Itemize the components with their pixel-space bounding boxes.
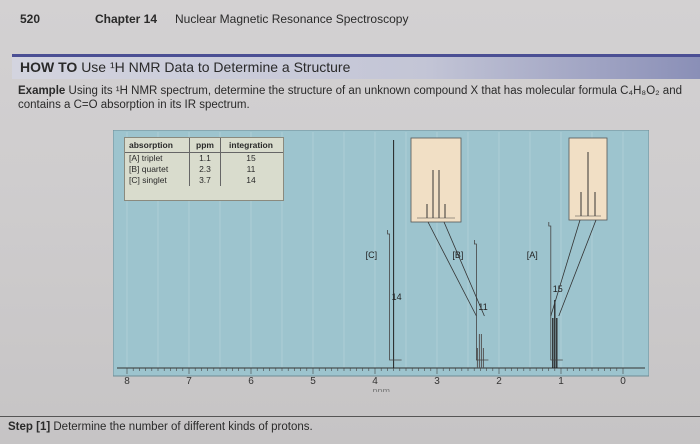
peak-label: [A] xyxy=(527,250,538,260)
x-tick-label: 6 xyxy=(248,376,254,387)
table-cell: 2.3 xyxy=(190,164,221,175)
integral-trace xyxy=(548,222,563,361)
table-cell: 15 xyxy=(246,153,256,163)
howto-title: Use ¹H NMR Data to Determine a Structure xyxy=(81,59,351,75)
triplet-inset-pointer xyxy=(550,219,581,317)
howto-banner: HOW TO Use ¹H NMR Data to Determine a St… xyxy=(12,54,700,79)
x-tick-label: 1 xyxy=(558,376,564,387)
table-row: [C] singlet 3.7 14 xyxy=(125,175,283,186)
table-cell: 1.1 xyxy=(190,153,221,164)
example-paragraph: Example Using its ¹H NMR spectrum, deter… xyxy=(18,84,688,112)
x-tick-label: 3 xyxy=(434,376,440,387)
table-header: absorption ppm integration xyxy=(125,138,283,153)
quartet-inset xyxy=(410,137,462,223)
howto-label: HOW TO xyxy=(20,59,78,75)
step-label: Step [1] xyxy=(8,421,51,433)
chapter-label: Chapter 14 xyxy=(95,12,158,26)
triplet-inset-pointer xyxy=(558,219,597,317)
table-header-cell: integration xyxy=(229,140,273,150)
integral-label: 11 xyxy=(478,302,487,312)
example-text: Using its ¹H NMR spectrum, determine the… xyxy=(18,85,682,111)
integral-label: 15 xyxy=(553,284,563,294)
peak-label: [C] xyxy=(366,250,378,260)
step-text: Determine the number of different kinds … xyxy=(53,421,313,433)
absorption-table: absorption ppm integration [A] triplet 1… xyxy=(124,137,284,201)
quartet-inset-pointer xyxy=(443,221,485,317)
table-row: [A] triplet 1.1 15 xyxy=(125,153,283,164)
table-cell: [C] singlet xyxy=(125,175,190,186)
example-label: Example xyxy=(18,85,66,97)
table-cell: 14 xyxy=(246,175,256,185)
table-cell: 3.7 xyxy=(190,175,221,186)
x-tick-label: 4 xyxy=(372,376,378,387)
integral-label: 14 xyxy=(392,292,402,302)
table-header-cell: ppm xyxy=(190,138,221,152)
integral-trace xyxy=(387,230,402,361)
howto-heading: HOW TO Use ¹H NMR Data to Determine a St… xyxy=(20,59,350,75)
table-header-cell: absorption xyxy=(125,138,190,152)
x-tick-label: 5 xyxy=(310,376,316,387)
divider xyxy=(0,416,700,417)
page-number: 520 xyxy=(20,12,41,26)
x-tick-label: 0 xyxy=(620,376,626,387)
x-tick-label: 2 xyxy=(496,376,502,387)
table-cell: 11 xyxy=(246,164,256,174)
step-heading: Step [1] Determine the number of differe… xyxy=(8,421,313,433)
table-cell: [B] quartet xyxy=(125,164,190,175)
x-axis-label: ppm xyxy=(372,386,390,392)
integral-trace xyxy=(473,240,489,361)
table-cell: [A] triplet xyxy=(125,153,190,164)
x-tick-label: 8 xyxy=(124,376,130,387)
x-tick-label: 7 xyxy=(186,376,192,387)
running-head: 520 Chapter 14 Nuclear Magnetic Resonanc… xyxy=(20,12,408,26)
table-row: [B] quartet 2.3 11 xyxy=(125,164,283,175)
chapter-title: Nuclear Magnetic Resonance Spectroscopy xyxy=(175,12,409,26)
quartet-inset-pointer xyxy=(427,221,477,317)
